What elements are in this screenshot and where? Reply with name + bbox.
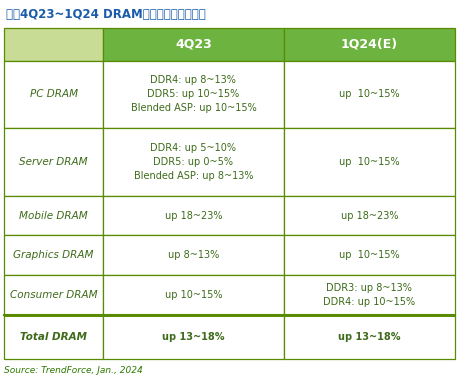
Bar — [4, 196, 103, 235]
Text: 1Q24(E): 1Q24(E) — [341, 38, 398, 51]
Text: 表、4Q23~1Q24 DRAM产品合约价涨幅预测: 表、4Q23~1Q24 DRAM产品合约价涨幅预测 — [6, 8, 206, 21]
Bar — [4, 61, 103, 128]
Text: up 8~13%: up 8~13% — [168, 250, 219, 260]
Text: Total DRAM: Total DRAM — [20, 332, 87, 342]
Text: 集邦咨询: 集邦咨询 — [136, 234, 179, 252]
Text: Server DRAM: Server DRAM — [19, 157, 88, 167]
Text: PC DRAM: PC DRAM — [29, 90, 78, 99]
Bar — [4, 275, 103, 315]
Bar — [103, 61, 284, 128]
Text: TRENDFORCE: TRENDFORCE — [109, 204, 296, 228]
Bar — [284, 196, 455, 235]
Bar — [284, 275, 455, 315]
Text: up 13~18%: up 13~18% — [162, 332, 224, 342]
Text: up  10~15%: up 10~15% — [339, 250, 400, 260]
Text: Mobile DRAM: Mobile DRAM — [19, 211, 88, 221]
Bar — [284, 28, 455, 61]
Bar — [284, 61, 455, 128]
Text: DDR4: up 8~13%
DDR5: up 10~15%
Blended ASP: up 10~15%: DDR4: up 8~13% DDR5: up 10~15% Blended A… — [130, 75, 256, 113]
Text: Source: TrendForce, Jan., 2024: Source: TrendForce, Jan., 2024 — [4, 366, 143, 375]
Text: 4Q23: 4Q23 — [175, 38, 212, 51]
Text: DDR3: up 8~13%
DDR4: up 10~15%: DDR3: up 8~13% DDR4: up 10~15% — [323, 283, 415, 307]
Text: up  10~15%: up 10~15% — [339, 90, 400, 99]
Bar — [4, 235, 103, 275]
Text: up 13~18%: up 13~18% — [338, 332, 401, 342]
Text: up 18~23%: up 18~23% — [341, 211, 398, 221]
Text: Graphics DRAM: Graphics DRAM — [13, 250, 94, 260]
Bar — [4, 28, 103, 61]
Text: DDR4: up 5~10%
DDR5: up 0~5%
Blended ASP: up 8~13%: DDR4: up 5~10% DDR5: up 0~5% Blended ASP… — [134, 143, 253, 181]
Text: up 18~23%: up 18~23% — [165, 211, 222, 221]
Bar — [284, 128, 455, 196]
Bar — [284, 315, 455, 359]
Text: up 10~15%: up 10~15% — [165, 290, 222, 300]
Text: Consumer DRAM: Consumer DRAM — [10, 290, 97, 300]
Bar — [103, 128, 284, 196]
Bar — [103, 28, 284, 61]
Bar — [103, 196, 284, 235]
Bar — [4, 315, 103, 359]
Bar — [103, 275, 284, 315]
Text: up  10~15%: up 10~15% — [339, 157, 400, 167]
Bar — [103, 235, 284, 275]
Bar — [103, 315, 284, 359]
Bar — [284, 235, 455, 275]
Bar — [4, 128, 103, 196]
